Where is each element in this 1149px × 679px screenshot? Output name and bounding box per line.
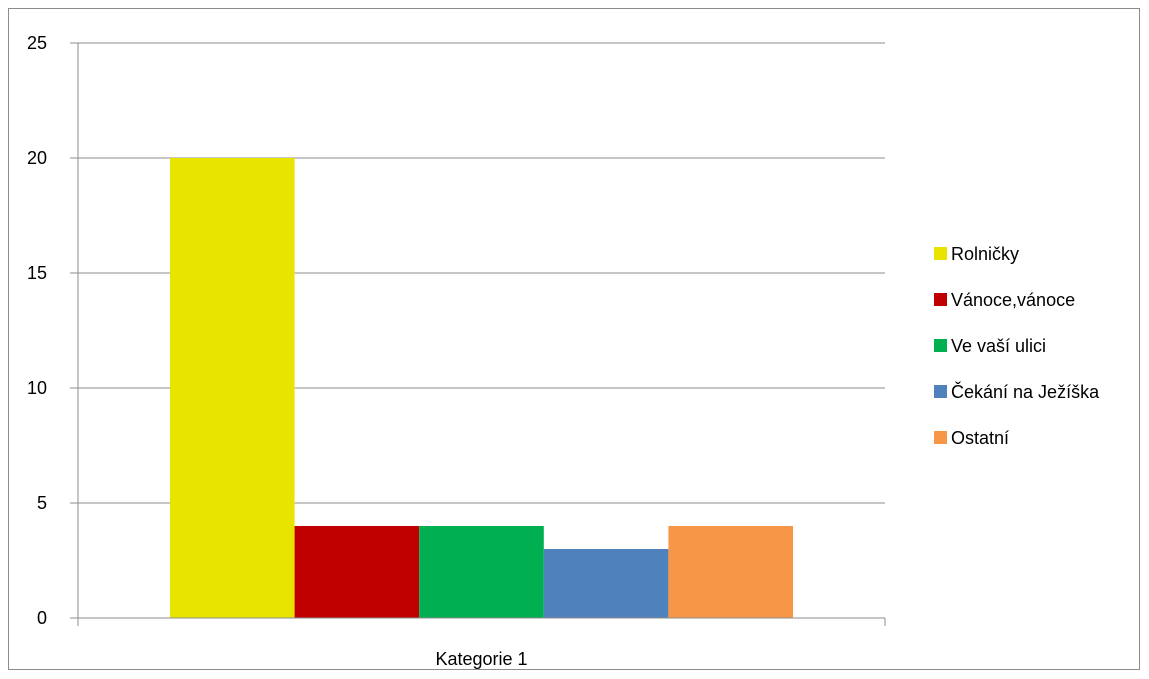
x-tick-labels: Kategorie 1 — [435, 649, 527, 669]
bar-0 — [169, 158, 295, 618]
legend-item: Ostatní — [934, 428, 1009, 448]
bars — [169, 158, 794, 618]
legend-swatch — [934, 293, 947, 306]
axes — [70, 42, 886, 626]
legend-label: Ostatní — [951, 428, 1009, 448]
legend-swatch — [934, 385, 947, 398]
bar-2 — [419, 526, 544, 618]
legend-label: Rolničky — [951, 244, 1019, 264]
bar-3 — [543, 549, 669, 618]
y-tick-label: 5 — [37, 493, 47, 513]
legend-label: Vánoce,vánoce — [951, 290, 1075, 310]
y-tick-label: 0 — [37, 608, 47, 628]
legend-item: Vánoce,vánoce — [934, 290, 1075, 310]
legend-swatch — [934, 339, 947, 352]
legend-swatch — [934, 247, 947, 260]
y-tick-label: 25 — [27, 33, 47, 53]
legend: Rolničky Vánoce,vánoce Ve vaší ulici Čekání… — [934, 244, 1100, 448]
legend-swatch — [934, 431, 947, 444]
y-tick-label: 10 — [27, 378, 47, 398]
legend-item: Ve vaší ulici — [934, 336, 1046, 356]
y-tick-label: 20 — [27, 148, 47, 168]
legend-item: Rolničky — [934, 244, 1019, 264]
bar-1 — [294, 526, 420, 618]
y-tick-labels: 0 5 10 15 20 25 — [27, 33, 47, 628]
legend-item: Čekání na Ježíška — [934, 381, 1100, 402]
legend-label: Ve vaší ulici — [951, 336, 1046, 356]
bar-4 — [668, 526, 794, 618]
y-tick-label: 15 — [27, 263, 47, 283]
legend-label: Čekání na Ježíška — [951, 381, 1100, 402]
x-tick-label: Kategorie 1 — [435, 649, 527, 669]
